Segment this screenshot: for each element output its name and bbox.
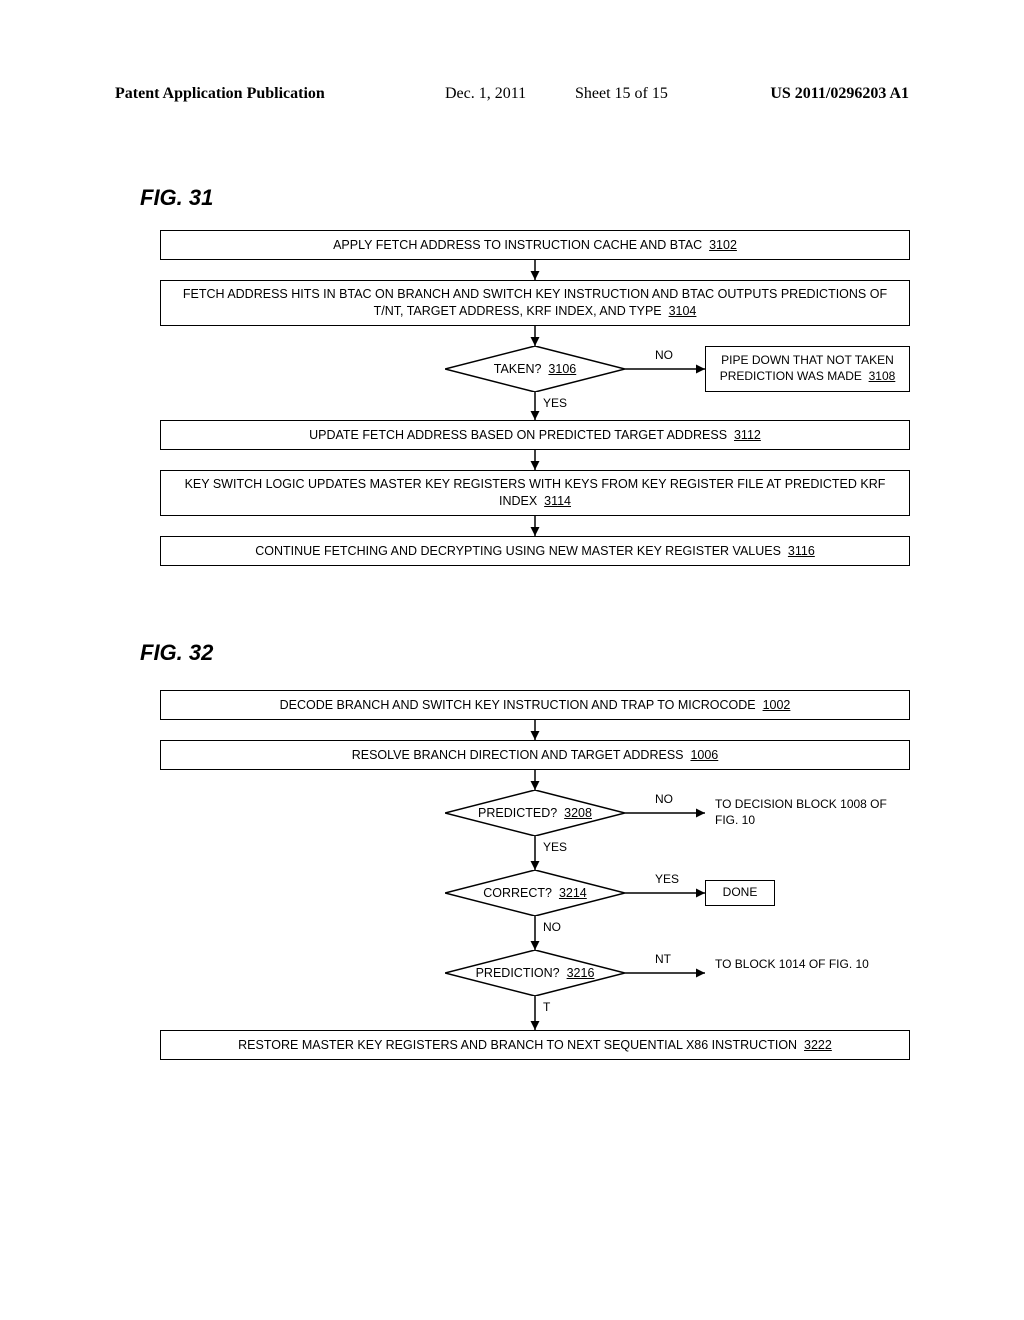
decision-3214-label: CORRECT? 3214 — [445, 886, 625, 900]
box-1006: RESOLVE BRANCH DIRECTION AND TARGET ADDR… — [160, 740, 910, 770]
label-t-3216: T — [543, 1000, 550, 1014]
decision-3106-label: TAKEN? 3106 — [445, 362, 625, 376]
label-yes-3214: YES — [655, 872, 679, 886]
box-1002: DECODE BRANCH AND SWITCH KEY INSTRUCTION… — [160, 690, 910, 720]
fig32-diagram: DECODE BRANCH AND SWITCH KEY INSTRUCTION… — [160, 690, 910, 1170]
box-3112-text: UPDATE FETCH ADDRESS BASED ON PREDICTED … — [309, 427, 761, 444]
label-nt-3216: NT — [655, 952, 671, 966]
decision-3208-label: PREDICTED? 3208 — [445, 806, 625, 820]
fig31-title: FIG. 31 — [140, 185, 213, 211]
label-no-3106: NO — [655, 348, 673, 362]
box-3108: PIPE DOWN THAT NOT TAKEN PREDICTION WAS … — [705, 346, 910, 392]
page: Patent Application Publication Dec. 1, 2… — [0, 0, 1024, 1320]
box-3102-text: APPLY FETCH ADDRESS TO INSTRUCTION CACHE… — [333, 237, 737, 254]
label-no-3208: NO — [655, 792, 673, 806]
label-yes-3208: YES — [543, 840, 567, 854]
box-done: DONE — [705, 880, 775, 906]
box-1006-text: RESOLVE BRANCH DIRECTION AND TARGET ADDR… — [352, 747, 719, 764]
doc-number: US 2011/0296203 A1 — [770, 85, 909, 103]
decision-3106: TAKEN? 3106 — [445, 346, 625, 392]
text-3216-right: TO BLOCK 1014 OF FIG. 10 — [715, 957, 895, 973]
box-3114: KEY SWITCH LOGIC UPDATES MASTER KEY REGI… — [160, 470, 910, 516]
fig31-diagram: APPLY FETCH ADDRESS TO INSTRUCTION CACHE… — [160, 230, 910, 610]
doc-date: Dec. 1, 2011 — [445, 85, 526, 103]
label-yes-3106: YES — [543, 396, 567, 410]
box-3116-text: CONTINUE FETCHING AND DECRYPTING USING N… — [255, 543, 815, 560]
box-3114-text: KEY SWITCH LOGIC UPDATES MASTER KEY REGI… — [169, 476, 901, 510]
box-3104-text: FETCH ADDRESS HITS IN BTAC ON BRANCH AND… — [169, 286, 901, 320]
box-done-text: DONE — [723, 885, 758, 901]
decision-3216: PREDICTION? 3216 — [445, 950, 625, 996]
box-3116: CONTINUE FETCHING AND DECRYPTING USING N… — [160, 536, 910, 566]
box-3222: RESTORE MASTER KEY REGISTERS AND BRANCH … — [160, 1030, 910, 1060]
decision-3214: CORRECT? 3214 — [445, 870, 625, 916]
box-3102: APPLY FETCH ADDRESS TO INSTRUCTION CACHE… — [160, 230, 910, 260]
fig32-title: FIG. 32 — [140, 640, 213, 666]
box-3104: FETCH ADDRESS HITS IN BTAC ON BRANCH AND… — [160, 280, 910, 326]
box-3112: UPDATE FETCH ADDRESS BASED ON PREDICTED … — [160, 420, 910, 450]
box-1002-text: DECODE BRANCH AND SWITCH KEY INSTRUCTION… — [280, 697, 791, 714]
publication-label: Patent Application Publication — [115, 85, 325, 103]
text-3208-right: TO DECISION BLOCK 1008 OF FIG. 10 — [715, 797, 895, 828]
decision-3208: PREDICTED? 3208 — [445, 790, 625, 836]
box-3108-text: PIPE DOWN THAT NOT TAKEN PREDICTION WAS … — [712, 353, 903, 384]
label-no-3214: NO — [543, 920, 561, 934]
decision-3216-label: PREDICTION? 3216 — [445, 966, 625, 980]
sheet-number: Sheet 15 of 15 — [575, 85, 668, 103]
box-3222-text: RESTORE MASTER KEY REGISTERS AND BRANCH … — [238, 1037, 832, 1054]
